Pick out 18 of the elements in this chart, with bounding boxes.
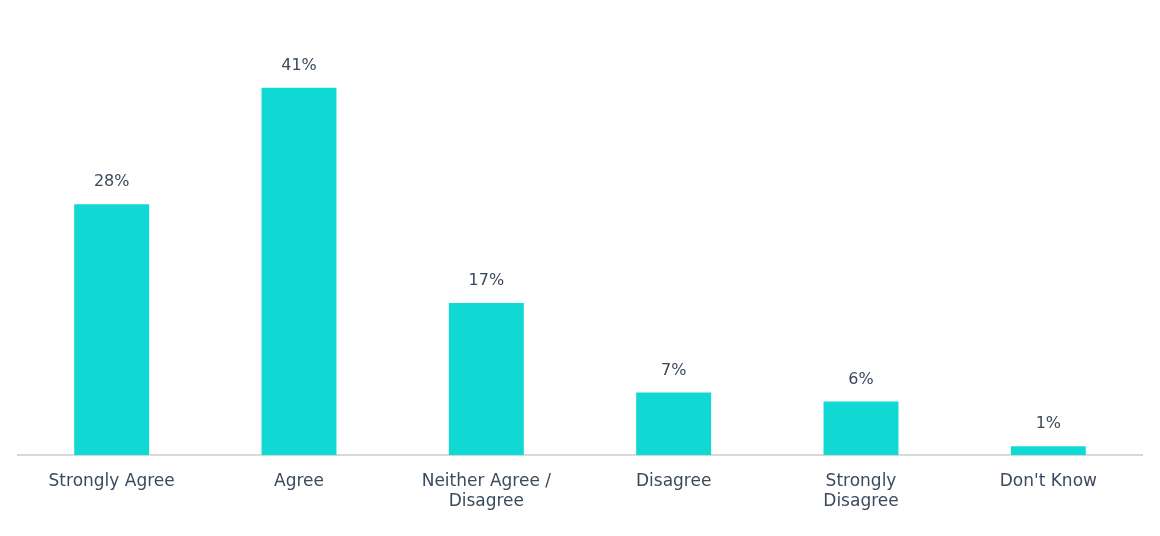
bar [823, 401, 899, 456]
data-label: 1% [1035, 413, 1062, 433]
bar [636, 392, 712, 456]
bar [261, 87, 337, 456]
data-label: 7% [660, 359, 687, 379]
data-label: 28% [93, 171, 130, 191]
bar [1010, 446, 1086, 456]
x-tick-label: Strongly Disagree [823, 469, 899, 511]
x-tick-label: Don't Know [999, 469, 1098, 490]
x-tick-label: Neither Agree / Disagree [421, 469, 552, 511]
bar [448, 302, 524, 456]
x-tick-label: Agree [274, 469, 324, 490]
data-label: 6% [848, 368, 874, 388]
data-label: 17% [468, 270, 505, 290]
bar [74, 204, 150, 456]
x-tick-label: Disagree [635, 469, 712, 490]
data-label: 41% [281, 55, 317, 74]
x-tick-label: Strongly Agree [48, 469, 175, 490]
